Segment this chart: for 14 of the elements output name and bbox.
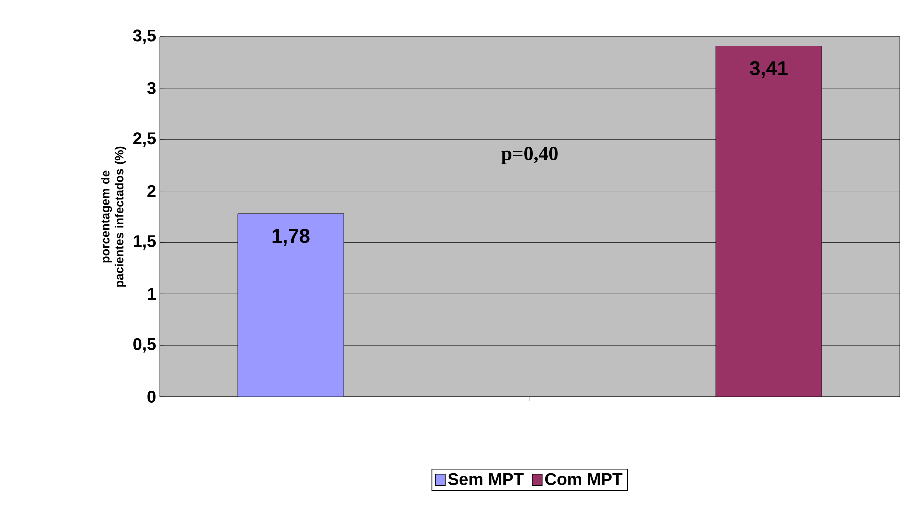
y-axis-title: porcentagem de pacientes infectados (%): [101, 146, 126, 287]
y-tick-label: 0,5: [134, 338, 156, 353]
y-tick-label: 3,5: [133, 30, 156, 44]
y-tick-label: 1,5: [134, 236, 156, 250]
data-label: 1,78: [272, 229, 310, 246]
y-tick-label: 2,5: [134, 132, 156, 148]
y-tick-label: 3: [147, 82, 156, 94]
data-label: 3,41: [750, 61, 788, 78]
legend-label: Sem MPT: [448, 473, 524, 486]
y-tick-label: 2: [148, 185, 156, 198]
y-tick-label: 1: [148, 288, 156, 300]
annotation: p=0,40: [502, 147, 558, 165]
legend-label: Com MPT: [545, 473, 623, 486]
y-tick-label: 0: [148, 391, 156, 403]
